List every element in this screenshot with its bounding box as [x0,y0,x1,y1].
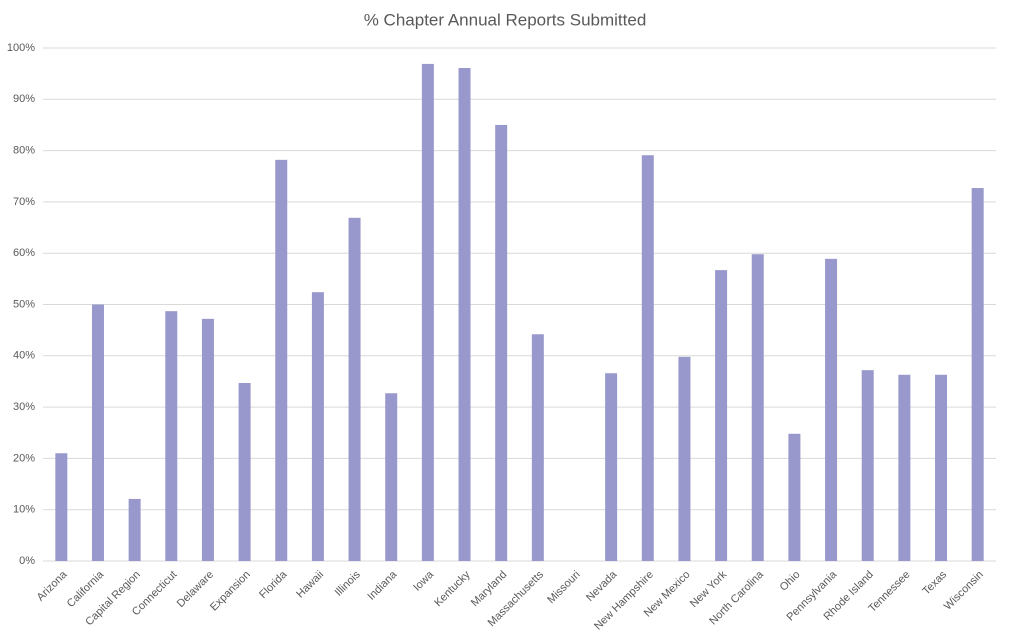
y-tick-label: 0% [19,555,35,567]
bar [128,498,141,561]
x-tick-label: Illinois [333,568,363,598]
bar [531,334,544,561]
y-tick-label: 40% [13,350,35,362]
bar [91,304,104,561]
bar [55,453,68,561]
bar [898,374,911,561]
y-tick-label: 20% [13,452,35,464]
bar [751,254,764,561]
y-tick-label: 70% [13,196,35,208]
x-tick-label: Texas [920,568,949,597]
x-tick-label: Kentucky [432,568,473,609]
bar [275,159,288,562]
y-tick-label: 80% [13,145,35,157]
x-tick-label: Ohio [778,569,803,594]
y-tick-label: 30% [13,401,35,413]
bar [971,188,984,561]
x-tick-label: Expansion [208,569,253,614]
bar [861,370,874,561]
x-tick-label: Nevada [584,568,620,604]
bar [348,217,361,562]
y-tick-label: 10% [13,504,35,516]
bar [605,373,618,561]
y-tick-label: 50% [13,298,35,310]
bar [311,292,324,561]
x-tick-label: Florida [257,568,290,601]
bar [385,393,398,561]
bar [238,382,251,561]
bar [678,356,691,561]
y-tick-label: 100% [7,42,35,54]
bar [788,433,801,561]
x-tick-label: Iowa [411,568,437,594]
x-tick-label: Indiana [365,568,400,603]
bar [201,318,214,561]
bar [825,258,838,561]
bar [421,63,434,561]
x-tick-label: Wisconsin [942,569,986,613]
x-tick-label: Hawaii [294,569,326,601]
bar [715,270,728,561]
y-tick-label: 90% [13,93,35,105]
bar [641,155,654,562]
y-tick-label: 60% [13,247,35,259]
bar [165,311,178,561]
bar [458,68,471,561]
bar [495,124,508,561]
chart-title: % Chapter Annual Reports Submitted [364,10,647,29]
bar [935,374,948,561]
x-tick-label: Arizona [35,568,70,603]
x-tick-label: Missouri [545,569,582,606]
